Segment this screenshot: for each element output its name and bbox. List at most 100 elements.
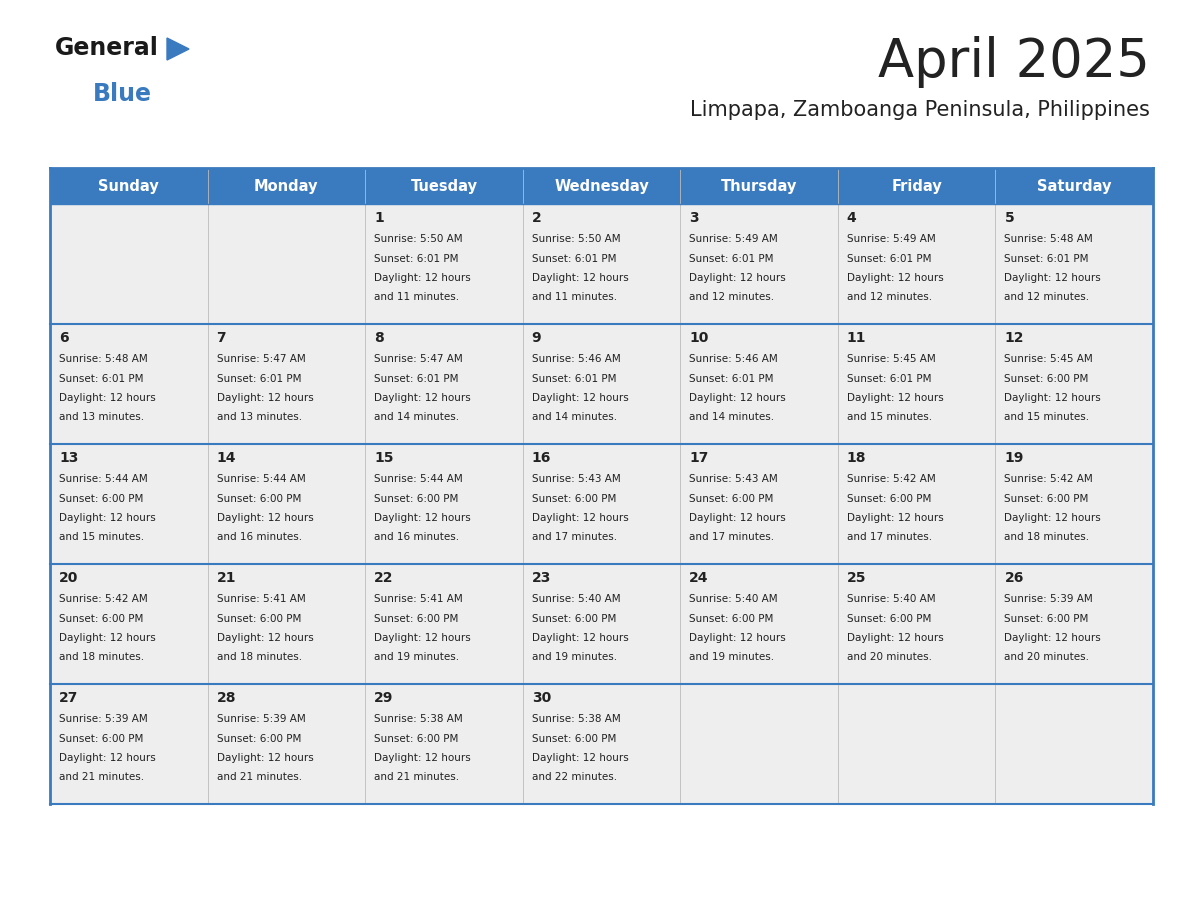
- Text: Sunset: 6:00 PM: Sunset: 6:00 PM: [216, 613, 301, 623]
- Text: and 17 minutes.: and 17 minutes.: [532, 532, 617, 543]
- Text: Sunrise: 5:44 AM: Sunrise: 5:44 AM: [216, 474, 305, 484]
- Bar: [523, 444, 681, 564]
- Text: and 14 minutes.: and 14 minutes.: [532, 412, 617, 422]
- Text: Sunrise: 5:44 AM: Sunrise: 5:44 AM: [374, 474, 463, 484]
- Text: and 12 minutes.: and 12 minutes.: [689, 293, 775, 303]
- Text: and 21 minutes.: and 21 minutes.: [59, 773, 144, 782]
- Text: 15: 15: [374, 451, 393, 465]
- Text: 3: 3: [689, 211, 699, 225]
- Text: Sunrise: 5:39 AM: Sunrise: 5:39 AM: [216, 714, 305, 724]
- Text: and 19 minutes.: and 19 minutes.: [689, 653, 775, 663]
- Text: 1: 1: [374, 211, 384, 225]
- Text: 28: 28: [216, 691, 236, 705]
- Text: Sunset: 6:00 PM: Sunset: 6:00 PM: [374, 613, 459, 623]
- Bar: [996, 204, 1154, 324]
- Text: Sunset: 6:01 PM: Sunset: 6:01 PM: [59, 374, 144, 384]
- Text: and 20 minutes.: and 20 minutes.: [847, 653, 931, 663]
- Text: Sunrise: 5:42 AM: Sunrise: 5:42 AM: [59, 594, 147, 604]
- Text: Sunrise: 5:38 AM: Sunrise: 5:38 AM: [532, 714, 620, 724]
- Text: Sunrise: 5:45 AM: Sunrise: 5:45 AM: [847, 354, 936, 364]
- Text: Sunset: 6:00 PM: Sunset: 6:00 PM: [59, 733, 144, 744]
- Bar: [681, 324, 838, 444]
- Text: and 16 minutes.: and 16 minutes.: [216, 532, 302, 543]
- Bar: [996, 684, 1154, 804]
- Bar: [523, 204, 681, 324]
- Text: Sunrise: 5:48 AM: Sunrise: 5:48 AM: [59, 354, 147, 364]
- Text: 16: 16: [532, 451, 551, 465]
- Text: Sunrise: 5:42 AM: Sunrise: 5:42 AM: [1004, 474, 1093, 484]
- Text: Daylight: 12 hours: Daylight: 12 hours: [847, 513, 943, 523]
- Text: and 16 minutes.: and 16 minutes.: [374, 532, 460, 543]
- Text: and 12 minutes.: and 12 minutes.: [1004, 293, 1089, 303]
- Bar: [365, 168, 523, 204]
- Text: and 21 minutes.: and 21 minutes.: [216, 773, 302, 782]
- Text: Sunset: 6:00 PM: Sunset: 6:00 PM: [59, 494, 144, 503]
- Bar: [208, 324, 365, 444]
- Text: Daylight: 12 hours: Daylight: 12 hours: [59, 393, 156, 403]
- Text: Sunset: 6:00 PM: Sunset: 6:00 PM: [847, 494, 931, 503]
- Text: and 19 minutes.: and 19 minutes.: [374, 653, 460, 663]
- Text: Thursday: Thursday: [721, 178, 797, 194]
- Text: Sunrise: 5:44 AM: Sunrise: 5:44 AM: [59, 474, 147, 484]
- Text: 2: 2: [532, 211, 542, 225]
- Bar: [208, 564, 365, 684]
- Polygon shape: [168, 38, 189, 60]
- Text: Sunset: 6:01 PM: Sunset: 6:01 PM: [374, 253, 459, 263]
- Text: and 15 minutes.: and 15 minutes.: [847, 412, 931, 422]
- Text: Sunset: 6:01 PM: Sunset: 6:01 PM: [216, 374, 301, 384]
- Bar: [681, 204, 838, 324]
- Bar: [838, 444, 996, 564]
- Text: 26: 26: [1004, 571, 1024, 585]
- Text: Daylight: 12 hours: Daylight: 12 hours: [374, 273, 470, 283]
- Bar: [365, 204, 523, 324]
- Text: Blue: Blue: [93, 82, 152, 106]
- Text: Daylight: 12 hours: Daylight: 12 hours: [847, 273, 943, 283]
- Text: Sunset: 6:01 PM: Sunset: 6:01 PM: [1004, 253, 1089, 263]
- Bar: [838, 324, 996, 444]
- Bar: [208, 204, 365, 324]
- Text: Sunrise: 5:38 AM: Sunrise: 5:38 AM: [374, 714, 463, 724]
- Text: Sunset: 6:01 PM: Sunset: 6:01 PM: [532, 374, 617, 384]
- Bar: [996, 444, 1154, 564]
- Bar: [50, 168, 208, 204]
- Text: and 18 minutes.: and 18 minutes.: [216, 653, 302, 663]
- Text: General: General: [55, 36, 159, 60]
- Text: Sunset: 6:00 PM: Sunset: 6:00 PM: [532, 733, 617, 744]
- Text: and 17 minutes.: and 17 minutes.: [689, 532, 775, 543]
- Text: 22: 22: [374, 571, 393, 585]
- Text: 4: 4: [847, 211, 857, 225]
- Text: and 18 minutes.: and 18 minutes.: [59, 653, 144, 663]
- Text: and 19 minutes.: and 19 minutes.: [532, 653, 617, 663]
- Text: 12: 12: [1004, 331, 1024, 345]
- Bar: [208, 444, 365, 564]
- Text: and 22 minutes.: and 22 minutes.: [532, 773, 617, 782]
- Bar: [838, 204, 996, 324]
- Text: Daylight: 12 hours: Daylight: 12 hours: [374, 753, 470, 763]
- Text: Sunrise: 5:45 AM: Sunrise: 5:45 AM: [1004, 354, 1093, 364]
- Text: 11: 11: [847, 331, 866, 345]
- Text: Daylight: 12 hours: Daylight: 12 hours: [1004, 393, 1101, 403]
- Text: 13: 13: [59, 451, 78, 465]
- Text: Daylight: 12 hours: Daylight: 12 hours: [59, 513, 156, 523]
- Text: Sunrise: 5:46 AM: Sunrise: 5:46 AM: [689, 354, 778, 364]
- Text: 14: 14: [216, 451, 236, 465]
- Bar: [681, 168, 838, 204]
- Text: Sunset: 6:00 PM: Sunset: 6:00 PM: [532, 494, 617, 503]
- Bar: [838, 684, 996, 804]
- Text: Daylight: 12 hours: Daylight: 12 hours: [532, 633, 628, 643]
- Bar: [523, 564, 681, 684]
- Bar: [50, 444, 208, 564]
- Text: Sunrise: 5:42 AM: Sunrise: 5:42 AM: [847, 474, 936, 484]
- Text: and 15 minutes.: and 15 minutes.: [1004, 412, 1089, 422]
- Text: Daylight: 12 hours: Daylight: 12 hours: [532, 393, 628, 403]
- Text: 10: 10: [689, 331, 709, 345]
- Text: Sunset: 6:00 PM: Sunset: 6:00 PM: [689, 494, 773, 503]
- Text: Sunset: 6:01 PM: Sunset: 6:01 PM: [689, 253, 773, 263]
- Text: Tuesday: Tuesday: [410, 178, 478, 194]
- Text: April 2025: April 2025: [878, 36, 1150, 88]
- Text: Daylight: 12 hours: Daylight: 12 hours: [374, 633, 470, 643]
- Text: 29: 29: [374, 691, 393, 705]
- Text: Daylight: 12 hours: Daylight: 12 hours: [1004, 273, 1101, 283]
- Text: 8: 8: [374, 331, 384, 345]
- Text: Sunrise: 5:47 AM: Sunrise: 5:47 AM: [216, 354, 305, 364]
